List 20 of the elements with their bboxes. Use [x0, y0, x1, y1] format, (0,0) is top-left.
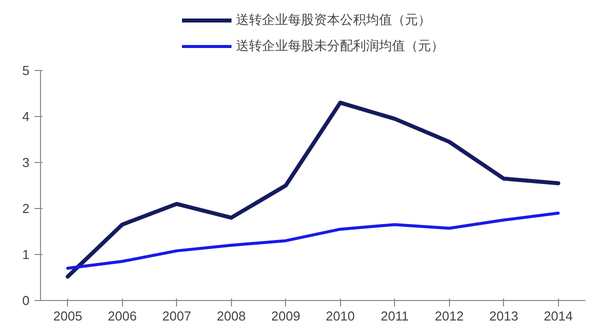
x-tick-label: 2014 — [544, 308, 573, 324]
legend-label: 送转企业每股资本公积均值（元） — [236, 12, 431, 28]
y-tick-label: 2 — [22, 201, 30, 216]
x-tick-label: 2009 — [271, 308, 300, 324]
y-tick-label: 5 — [22, 63, 30, 78]
x-tick-label: 2012 — [434, 308, 464, 324]
x-tick-label: 2011 — [380, 308, 409, 324]
y-tick-label: 0 — [22, 293, 30, 308]
x-tick-label: 2008 — [216, 308, 246, 324]
x-tick-label: 2013 — [489, 308, 518, 324]
y-tick-label: 4 — [22, 109, 30, 124]
x-tick-label: 2006 — [108, 308, 137, 324]
x-tick-label: 2007 — [162, 308, 192, 324]
line-series — [66, 100, 560, 279]
line-series — [66, 212, 560, 270]
legend-label: 送转企业每股未分配利润均值（元） — [236, 38, 444, 54]
x-tick-label: 2010 — [326, 308, 355, 324]
y-tick-label: 3 — [22, 155, 30, 170]
y-tick-label: 1 — [22, 247, 30, 262]
x-tick-label: 2005 — [53, 308, 82, 324]
